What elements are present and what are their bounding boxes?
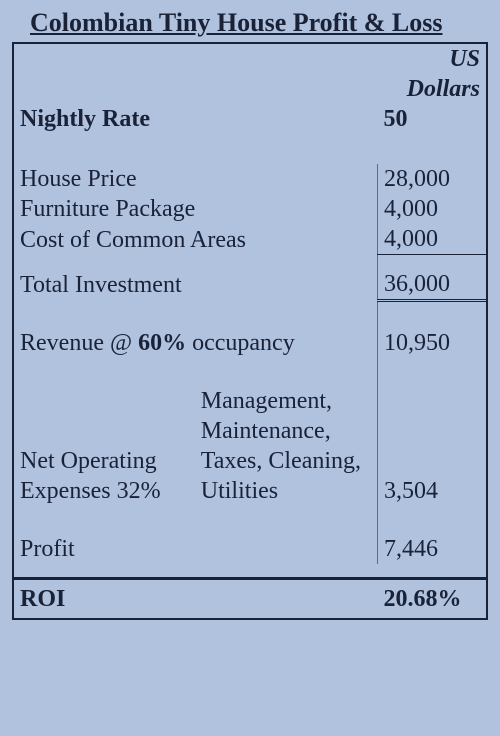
nightly-rate-row: Nightly Rate 50 (14, 104, 486, 136)
currency-header: US Dollars (378, 44, 486, 104)
total-investment-row: Total Investment 36,000 (14, 269, 486, 301)
expenses-label: Net Operating Expenses 32% (14, 386, 195, 506)
furniture-value: 4,000 (378, 194, 486, 224)
revenue-pct: 60% (138, 330, 186, 356)
expenses-row: Net Operating Expenses 32% Management, M… (14, 386, 486, 506)
house-price-label: House Price (14, 164, 378, 194)
common-areas-label: Cost of Common Areas (14, 224, 378, 255)
roi-value: 20.68% (378, 578, 486, 618)
page: Colombian Tiny House Profit & Loss US Do… (0, 0, 500, 736)
currency-header-row: US Dollars (14, 44, 486, 104)
furniture-row: Furniture Package 4,000 (14, 194, 486, 224)
furniture-label: Furniture Package (14, 194, 378, 224)
revenue-row: Revenue @ 60% occupancy 10,950 (14, 328, 486, 358)
nightly-rate-label: Nightly Rate (14, 104, 378, 136)
page-title: Colombian Tiny House Profit & Loss (12, 8, 488, 42)
expenses-value: 3,504 (378, 386, 486, 506)
roi-label: ROI (14, 578, 378, 618)
expenses-detail: Management, Maintenance, Taxes, Cleaning… (195, 386, 378, 506)
pl-table-frame: US Dollars Nightly Rate 50 House Price 2… (12, 42, 488, 620)
common-areas-row: Cost of Common Areas 4,000 (14, 224, 486, 255)
pl-table: US Dollars Nightly Rate 50 House Price 2… (14, 44, 486, 618)
profit-value: 7,446 (378, 534, 486, 564)
house-price-value: 28,000 (378, 164, 486, 194)
common-areas-value: 4,000 (378, 224, 486, 255)
total-investment-value: 36,000 (378, 269, 486, 301)
spacer-after-total (14, 300, 486, 328)
nightly-rate-value: 50 (378, 104, 486, 136)
house-price-row: House Price 28,000 (14, 164, 486, 194)
revenue-suffix: occupancy (186, 330, 295, 356)
revenue-prefix: Revenue @ (20, 330, 138, 356)
profit-label: Profit (14, 534, 378, 564)
revenue-label: Revenue @ 60% occupancy (14, 328, 378, 358)
total-investment-label: Total Investment (14, 269, 378, 301)
profit-row: Profit 7,446 (14, 534, 486, 564)
revenue-value: 10,950 (378, 328, 486, 358)
roi-row: ROI 20.68% (14, 578, 486, 618)
